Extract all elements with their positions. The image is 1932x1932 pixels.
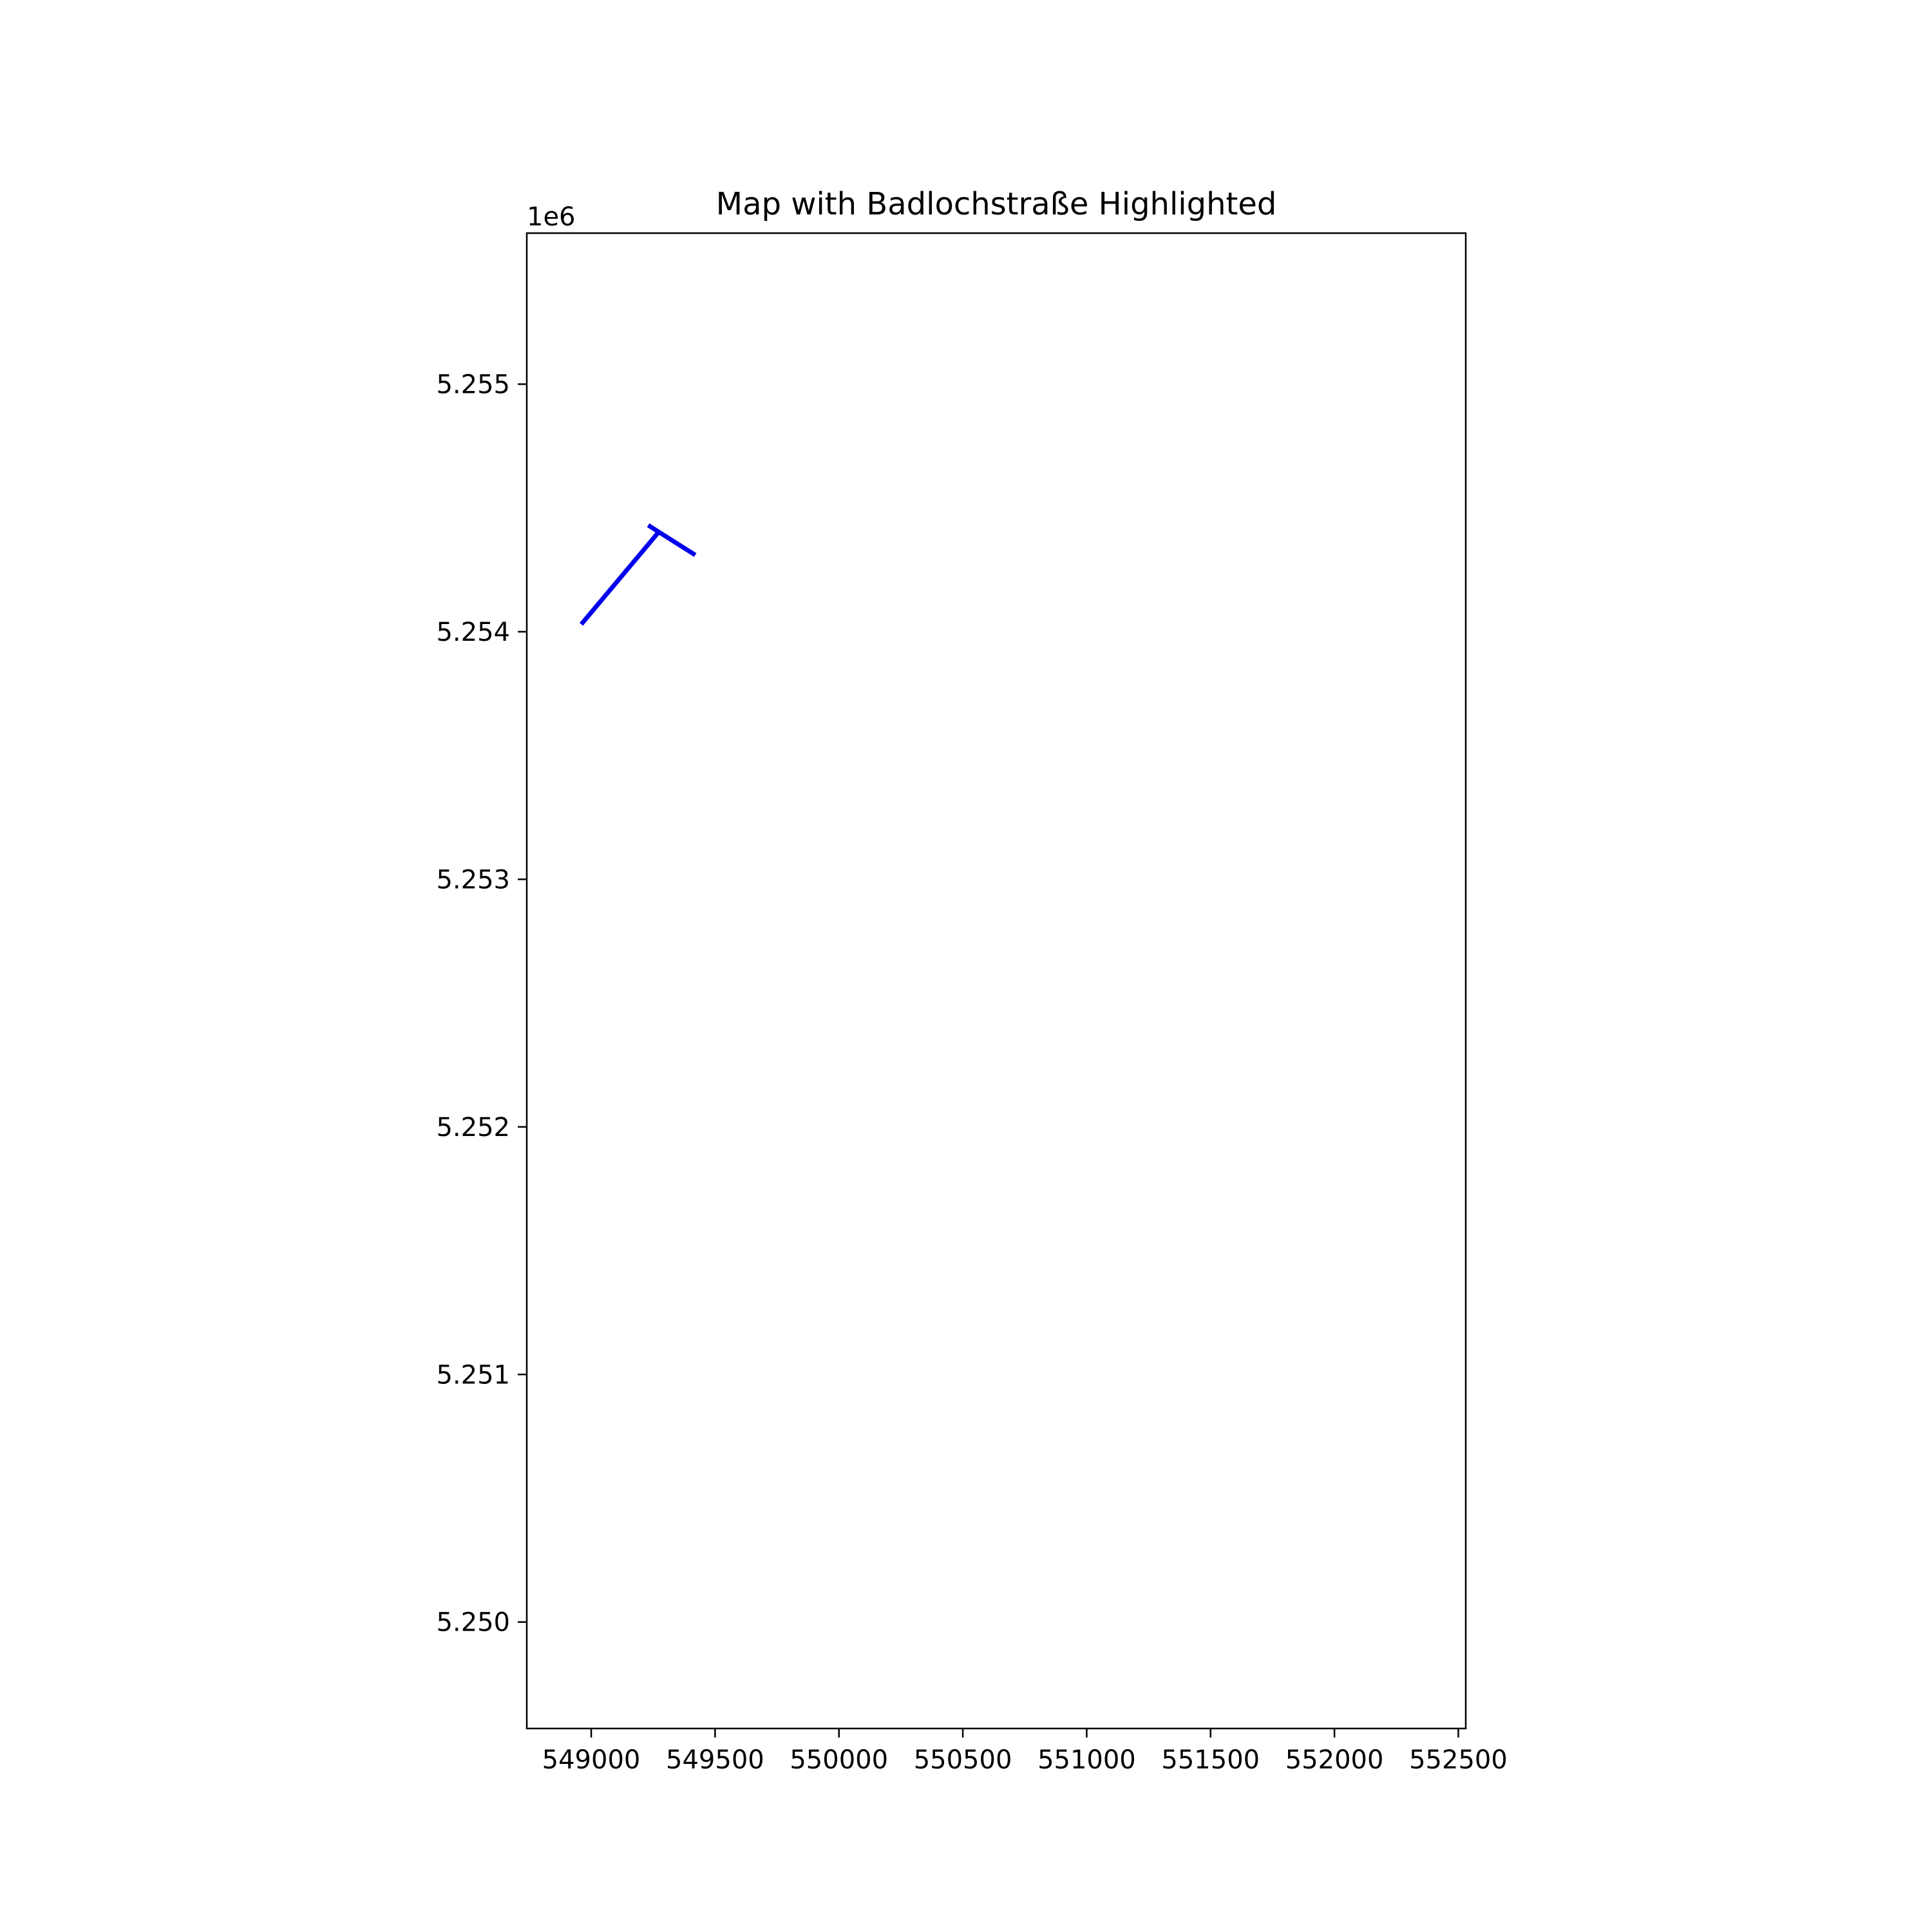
y-tick-label: 5.255	[436, 370, 510, 400]
x-tick-label: 551000	[1037, 1745, 1136, 1775]
y-axis: 5.250 5.251 5.252 5.253 5.254 5.255	[436, 370, 527, 1638]
x-tick-label: 549000	[542, 1745, 641, 1775]
x-axis: 549000 549500 550000 550500 551000 551500 5520…	[542, 1728, 1508, 1775]
y-tick-label: 5.252	[436, 1113, 510, 1142]
x-tick-label: 549500	[666, 1745, 764, 1775]
y-tick-label: 5.250	[436, 1608, 510, 1638]
y-axis-offset-label: 1e6	[527, 202, 576, 232]
x-tick-label: 552000	[1285, 1745, 1384, 1775]
x-tick-label: 550500	[914, 1745, 1012, 1775]
x-tick-label: 551500	[1161, 1745, 1260, 1775]
y-tick-label: 5.253	[436, 865, 510, 895]
road-segment-line-1	[579, 531, 660, 626]
y-tick-label: 5.251	[436, 1360, 510, 1390]
road-segment-line-2	[647, 523, 697, 557]
plot-area-frame	[526, 232, 1467, 1730]
x-tick-label: 552500	[1409, 1745, 1508, 1775]
road-lines	[579, 523, 697, 626]
chart-title: Map with Badlochstraße Highlighted	[716, 186, 1277, 222]
x-tick-label: 550000	[790, 1745, 888, 1775]
y-tick-label: 5.254	[436, 618, 510, 647]
